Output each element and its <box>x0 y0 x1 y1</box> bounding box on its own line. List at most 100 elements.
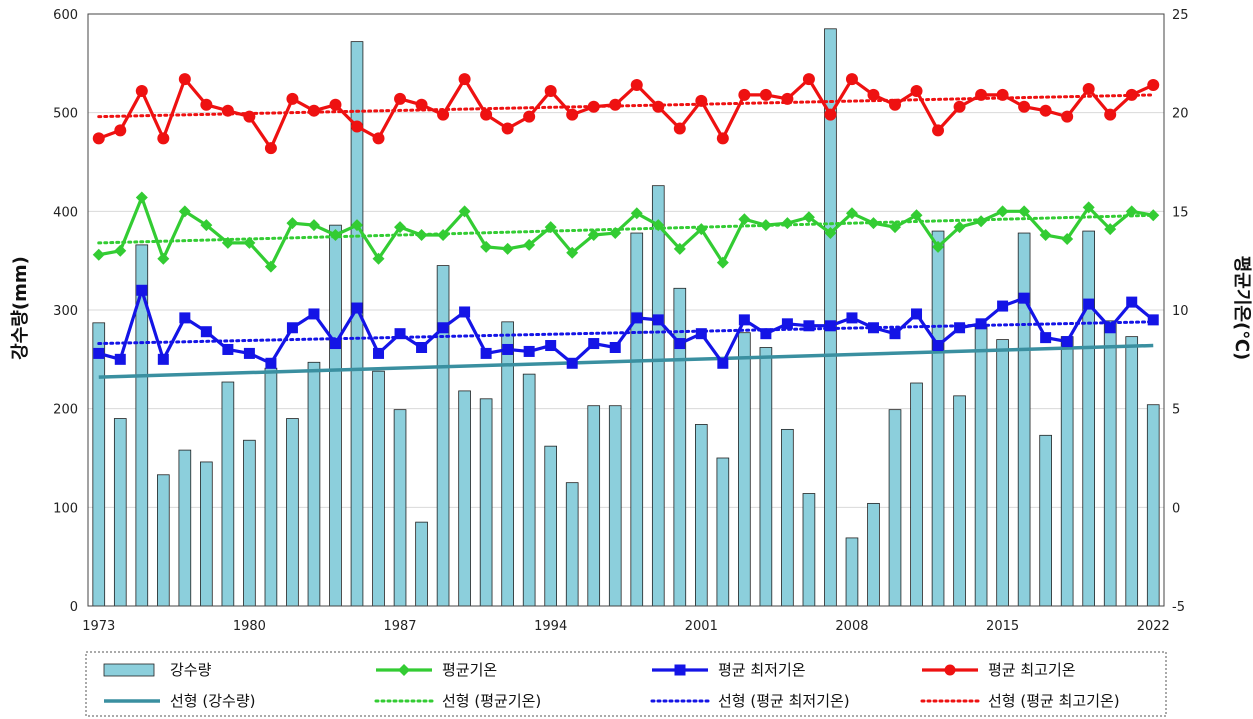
circle-marker <box>329 98 342 111</box>
precip-bar <box>221 381 235 607</box>
square-marker <box>1104 322 1116 334</box>
legend-label: 선형 (평균기온) <box>442 692 541 710</box>
y2-tick-label: 5 <box>1172 403 1180 418</box>
diamond-marker <box>845 207 858 220</box>
circle-marker <box>243 110 256 123</box>
square-marker <box>136 284 148 296</box>
precip-bar <box>953 395 966 607</box>
square-marker <box>975 318 987 330</box>
y2-tick-label: -5 <box>1172 600 1185 615</box>
precip-bar <box>286 418 299 607</box>
precip-bar <box>1146 404 1160 607</box>
diamond-marker <box>1082 201 1095 214</box>
circle-marker <box>458 73 471 86</box>
diamond-marker <box>609 227 622 240</box>
circle-marker <box>1125 88 1138 101</box>
circle-marker <box>1104 108 1117 121</box>
precip-bar <box>587 405 601 607</box>
precip-bar <box>695 424 708 607</box>
diamond-marker <box>114 244 127 257</box>
circle-marker <box>372 132 385 145</box>
diamond-marker <box>975 215 988 228</box>
circle-marker <box>135 84 148 97</box>
y-tick-label: 500 <box>53 107 78 122</box>
square-marker <box>437 322 449 334</box>
diamond-marker <box>458 205 471 218</box>
square-marker <box>265 357 277 369</box>
diamond-marker <box>329 229 342 242</box>
square-marker <box>351 302 363 314</box>
circle-marker <box>845 73 858 86</box>
diamond-marker <box>889 221 901 234</box>
circle-marker <box>932 124 945 137</box>
square-marker <box>674 664 686 676</box>
legend-label: 평균기온 <box>442 661 497 679</box>
diamond-marker <box>673 242 686 255</box>
square-marker <box>652 314 664 326</box>
square-marker <box>609 341 621 353</box>
circle-marker <box>351 120 363 133</box>
precip-bar <box>1039 434 1052 607</box>
axes <box>87 13 1165 607</box>
precip-bar <box>522 373 536 607</box>
y2-tick-label: 20 <box>1172 107 1189 122</box>
precip-bar <box>1017 232 1031 607</box>
precip-bar <box>888 409 902 607</box>
tick-labels: 0 100 200 300 400 500 600 -5 0 5 10 15 20 25 1973 1980 1… <box>53 8 1188 634</box>
circle-marker <box>566 108 579 121</box>
precip-bar <box>608 405 622 607</box>
circle-marker <box>738 88 751 101</box>
square-marker <box>93 347 105 359</box>
circle-marker <box>652 100 665 113</box>
diamond-marker <box>415 229 428 242</box>
diamond-marker <box>135 191 148 204</box>
x-tick-label: 2008 <box>835 619 868 634</box>
square-marker <box>1147 314 1159 326</box>
precip-bar <box>802 493 816 607</box>
diamond-marker <box>630 207 643 220</box>
circle-marker <box>264 142 277 155</box>
y-tick-label: 0 <box>70 600 78 615</box>
square-marker <box>502 343 514 355</box>
diamond-marker <box>398 664 410 676</box>
diamond-marker <box>1039 229 1052 242</box>
square-marker <box>566 357 578 369</box>
square-marker <box>200 326 212 338</box>
circle-marker <box>996 88 1009 101</box>
circle-marker <box>523 110 536 123</box>
precip-bar <box>544 445 557 607</box>
square-marker <box>1061 336 1073 348</box>
diamond-marker <box>1125 205 1138 218</box>
square-marker <box>695 328 707 340</box>
precip-bar <box>716 457 730 607</box>
circle-marker <box>781 92 794 105</box>
diamond-marker <box>92 248 105 261</box>
square-marker <box>373 347 385 359</box>
circle-marker <box>867 88 880 101</box>
precip-bar <box>910 382 923 607</box>
precip-bar <box>458 390 471 607</box>
circle-marker <box>307 104 320 117</box>
diamond-marker <box>480 240 493 253</box>
square-marker <box>222 343 234 355</box>
precip-bar <box>673 287 687 607</box>
x-tick-label: 2022 <box>1137 619 1170 634</box>
diamond-marker <box>437 229 450 242</box>
precip-bar <box>1082 230 1095 607</box>
diamond-marker <box>695 223 708 236</box>
temperature-lines <box>92 73 1160 369</box>
diamond-marker <box>243 236 256 249</box>
legend-box <box>85 651 1167 717</box>
diamond-marker <box>157 252 170 265</box>
circle-marker <box>975 88 988 101</box>
square-marker <box>179 312 191 324</box>
series-line <box>98 288 1155 365</box>
square-marker <box>631 312 643 324</box>
precip-bar <box>931 230 945 607</box>
precip-bar <box>243 439 256 607</box>
diamond-marker <box>652 219 665 232</box>
square-marker <box>932 340 944 352</box>
legend-label: 선형 (평균 최저기온) <box>718 692 850 710</box>
trend-line <box>97 213 1155 245</box>
